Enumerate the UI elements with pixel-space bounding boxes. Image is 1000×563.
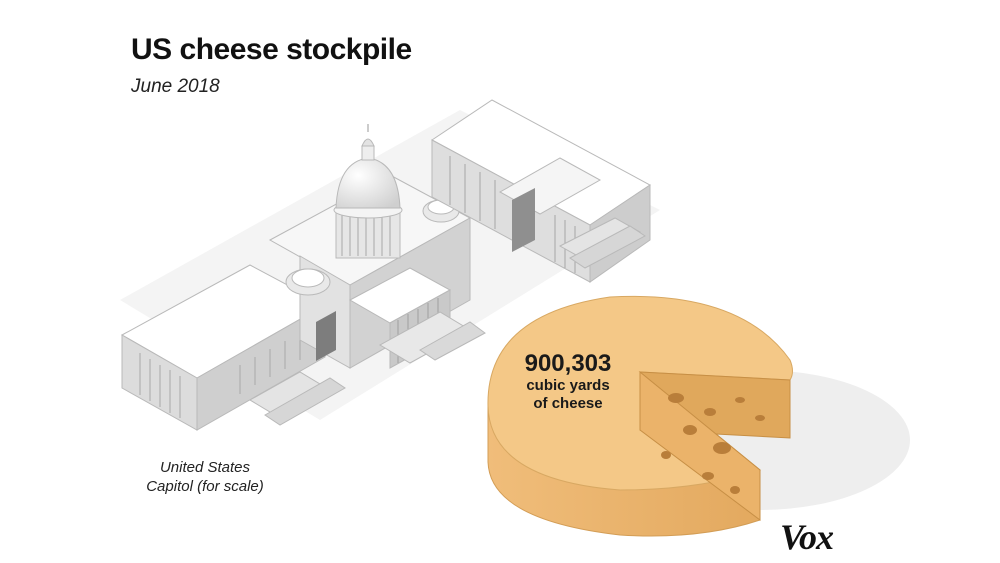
cheese-wheel <box>487 295 793 537</box>
cheese-volume-unit-line2: of cheese <box>533 395 603 412</box>
page-title: US cheese stockpile <box>131 33 412 66</box>
capitol-caption-line1: United States <box>159 459 251 476</box>
cheese-volume-unit-line1: cubic yards <box>526 377 610 394</box>
capitol-building <box>120 99 651 431</box>
cheese-holes <box>661 393 765 494</box>
left-wing-colonnade <box>139 332 301 418</box>
page-subtitle: June 2018 <box>131 76 220 97</box>
cheese-volume-value: 900,303 <box>524 350 612 377</box>
capitol-caption-line2: Capitol (for scale) <box>146 478 264 495</box>
vox-logo: Vox <box>780 517 834 557</box>
capitol-caption: United States Capitol (for scale) <box>120 458 290 496</box>
cheese-volume-label: 900,303 cubic yards of cheese <box>498 351 638 413</box>
